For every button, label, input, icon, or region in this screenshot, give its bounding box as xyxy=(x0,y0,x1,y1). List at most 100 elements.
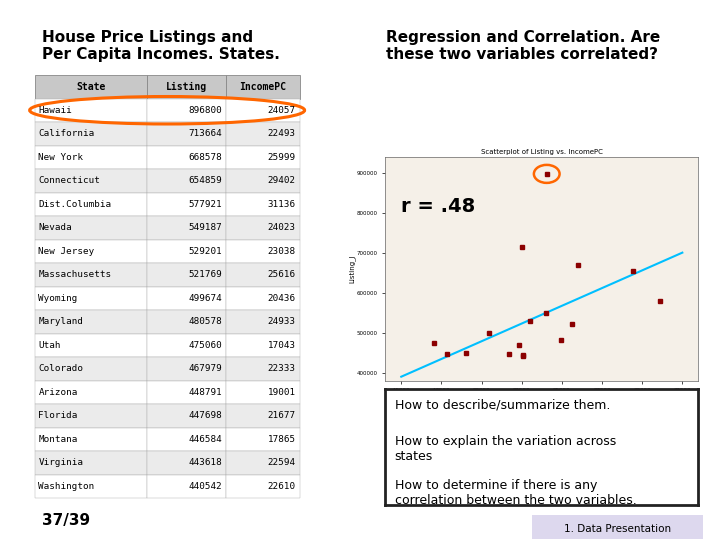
Text: 529201: 529201 xyxy=(189,247,222,256)
Bar xyxy=(35,475,148,498)
Text: 480578: 480578 xyxy=(189,317,222,326)
Text: 577921: 577921 xyxy=(189,200,222,209)
Text: 1. Data Presentation: 1. Data Presentation xyxy=(564,524,672,534)
Text: How to determine if there is any
correlation between the two variables.: How to determine if there is any correla… xyxy=(395,480,636,508)
Bar xyxy=(226,122,300,145)
Text: 24057: 24057 xyxy=(268,106,296,115)
Bar xyxy=(226,263,300,287)
Text: 22610: 22610 xyxy=(268,482,296,491)
Text: 22333: 22333 xyxy=(268,364,296,373)
Bar xyxy=(35,287,148,310)
Bar xyxy=(226,169,300,192)
Bar xyxy=(148,122,226,145)
Text: Montana: Montana xyxy=(38,435,78,444)
Text: How to describe/summarize them.: How to describe/summarize them. xyxy=(395,398,610,411)
Text: Wyoming: Wyoming xyxy=(38,294,78,303)
Text: Regression and Correlation. Are
these two variables correlated?: Regression and Correlation. Are these tw… xyxy=(386,30,660,63)
Bar xyxy=(35,357,148,381)
Bar xyxy=(148,451,226,475)
Text: 20436: 20436 xyxy=(268,294,296,303)
Text: 654859: 654859 xyxy=(189,176,222,185)
Bar xyxy=(226,451,300,475)
Text: California: California xyxy=(38,129,95,138)
Bar xyxy=(148,357,226,381)
Bar xyxy=(35,75,148,98)
Bar xyxy=(35,428,148,451)
Bar xyxy=(226,428,300,451)
Text: 22493: 22493 xyxy=(268,129,296,138)
Text: 447698: 447698 xyxy=(189,411,222,420)
Text: Colorado: Colorado xyxy=(38,364,84,373)
Bar xyxy=(35,381,148,404)
Bar xyxy=(226,475,300,498)
Text: New York: New York xyxy=(38,153,84,162)
Bar xyxy=(226,98,300,122)
Bar xyxy=(226,310,300,334)
Bar xyxy=(35,122,148,145)
Text: 29402: 29402 xyxy=(268,176,296,185)
Bar xyxy=(35,98,148,122)
Text: Dist.Columbia: Dist.Columbia xyxy=(38,200,112,209)
Text: Nevada: Nevada xyxy=(38,223,72,232)
Text: Maryland: Maryland xyxy=(38,317,84,326)
Text: 24933: 24933 xyxy=(268,317,296,326)
Text: Arizona: Arizona xyxy=(38,388,78,397)
Bar xyxy=(148,169,226,192)
Bar xyxy=(35,334,148,357)
Text: Massachusetts: Massachusetts xyxy=(38,270,112,279)
X-axis label: IncomePG_1: IncomePG_1 xyxy=(521,395,563,401)
Text: Connecticut: Connecticut xyxy=(38,176,100,185)
Bar xyxy=(35,145,148,169)
Text: How to explain the variation across
states: How to explain the variation across stat… xyxy=(395,435,616,463)
Bar xyxy=(226,216,300,240)
Bar xyxy=(35,451,148,475)
Bar xyxy=(35,216,148,240)
Text: New Jersey: New Jersey xyxy=(38,247,95,256)
Text: Washington: Washington xyxy=(38,482,95,491)
Bar xyxy=(148,287,226,310)
Text: 19001: 19001 xyxy=(268,388,296,397)
Text: 440542: 440542 xyxy=(189,482,222,491)
Bar xyxy=(148,192,226,216)
Bar xyxy=(35,310,148,334)
Bar xyxy=(148,334,226,357)
FancyBboxPatch shape xyxy=(532,515,703,539)
Text: 17865: 17865 xyxy=(268,435,296,444)
Text: 37/39: 37/39 xyxy=(42,513,91,528)
Text: 24023: 24023 xyxy=(268,223,296,232)
Text: IncomePC: IncomePC xyxy=(239,82,287,92)
Bar xyxy=(148,240,226,263)
Bar xyxy=(226,381,300,404)
Bar xyxy=(35,192,148,216)
Bar xyxy=(35,263,148,287)
Text: 713664: 713664 xyxy=(189,129,222,138)
Text: 23038: 23038 xyxy=(268,247,296,256)
Bar xyxy=(148,310,226,334)
Text: 521769: 521769 xyxy=(189,270,222,279)
Text: 668578: 668578 xyxy=(189,153,222,162)
Bar xyxy=(148,475,226,498)
Title: Scatterplot of Listing vs. IncomePC: Scatterplot of Listing vs. IncomePC xyxy=(481,149,603,155)
Text: Virginia: Virginia xyxy=(38,458,84,467)
Bar xyxy=(226,404,300,428)
Text: State: State xyxy=(76,82,106,92)
Text: 467979: 467979 xyxy=(189,364,222,373)
Bar xyxy=(35,404,148,428)
Bar xyxy=(35,169,148,192)
Bar xyxy=(226,192,300,216)
Text: 475060: 475060 xyxy=(189,341,222,350)
Bar xyxy=(148,404,226,428)
Text: 25999: 25999 xyxy=(268,153,296,162)
Text: 25616: 25616 xyxy=(268,270,296,279)
Text: 549187: 549187 xyxy=(189,223,222,232)
Text: 443618: 443618 xyxy=(189,458,222,467)
Text: 896800: 896800 xyxy=(189,106,222,115)
Text: Florida: Florida xyxy=(38,411,78,420)
Bar xyxy=(35,240,148,263)
Bar xyxy=(148,216,226,240)
Bar xyxy=(226,240,300,263)
Text: 17043: 17043 xyxy=(268,341,296,350)
Bar xyxy=(226,145,300,169)
Text: 22594: 22594 xyxy=(268,458,296,467)
Text: 31136: 31136 xyxy=(268,200,296,209)
